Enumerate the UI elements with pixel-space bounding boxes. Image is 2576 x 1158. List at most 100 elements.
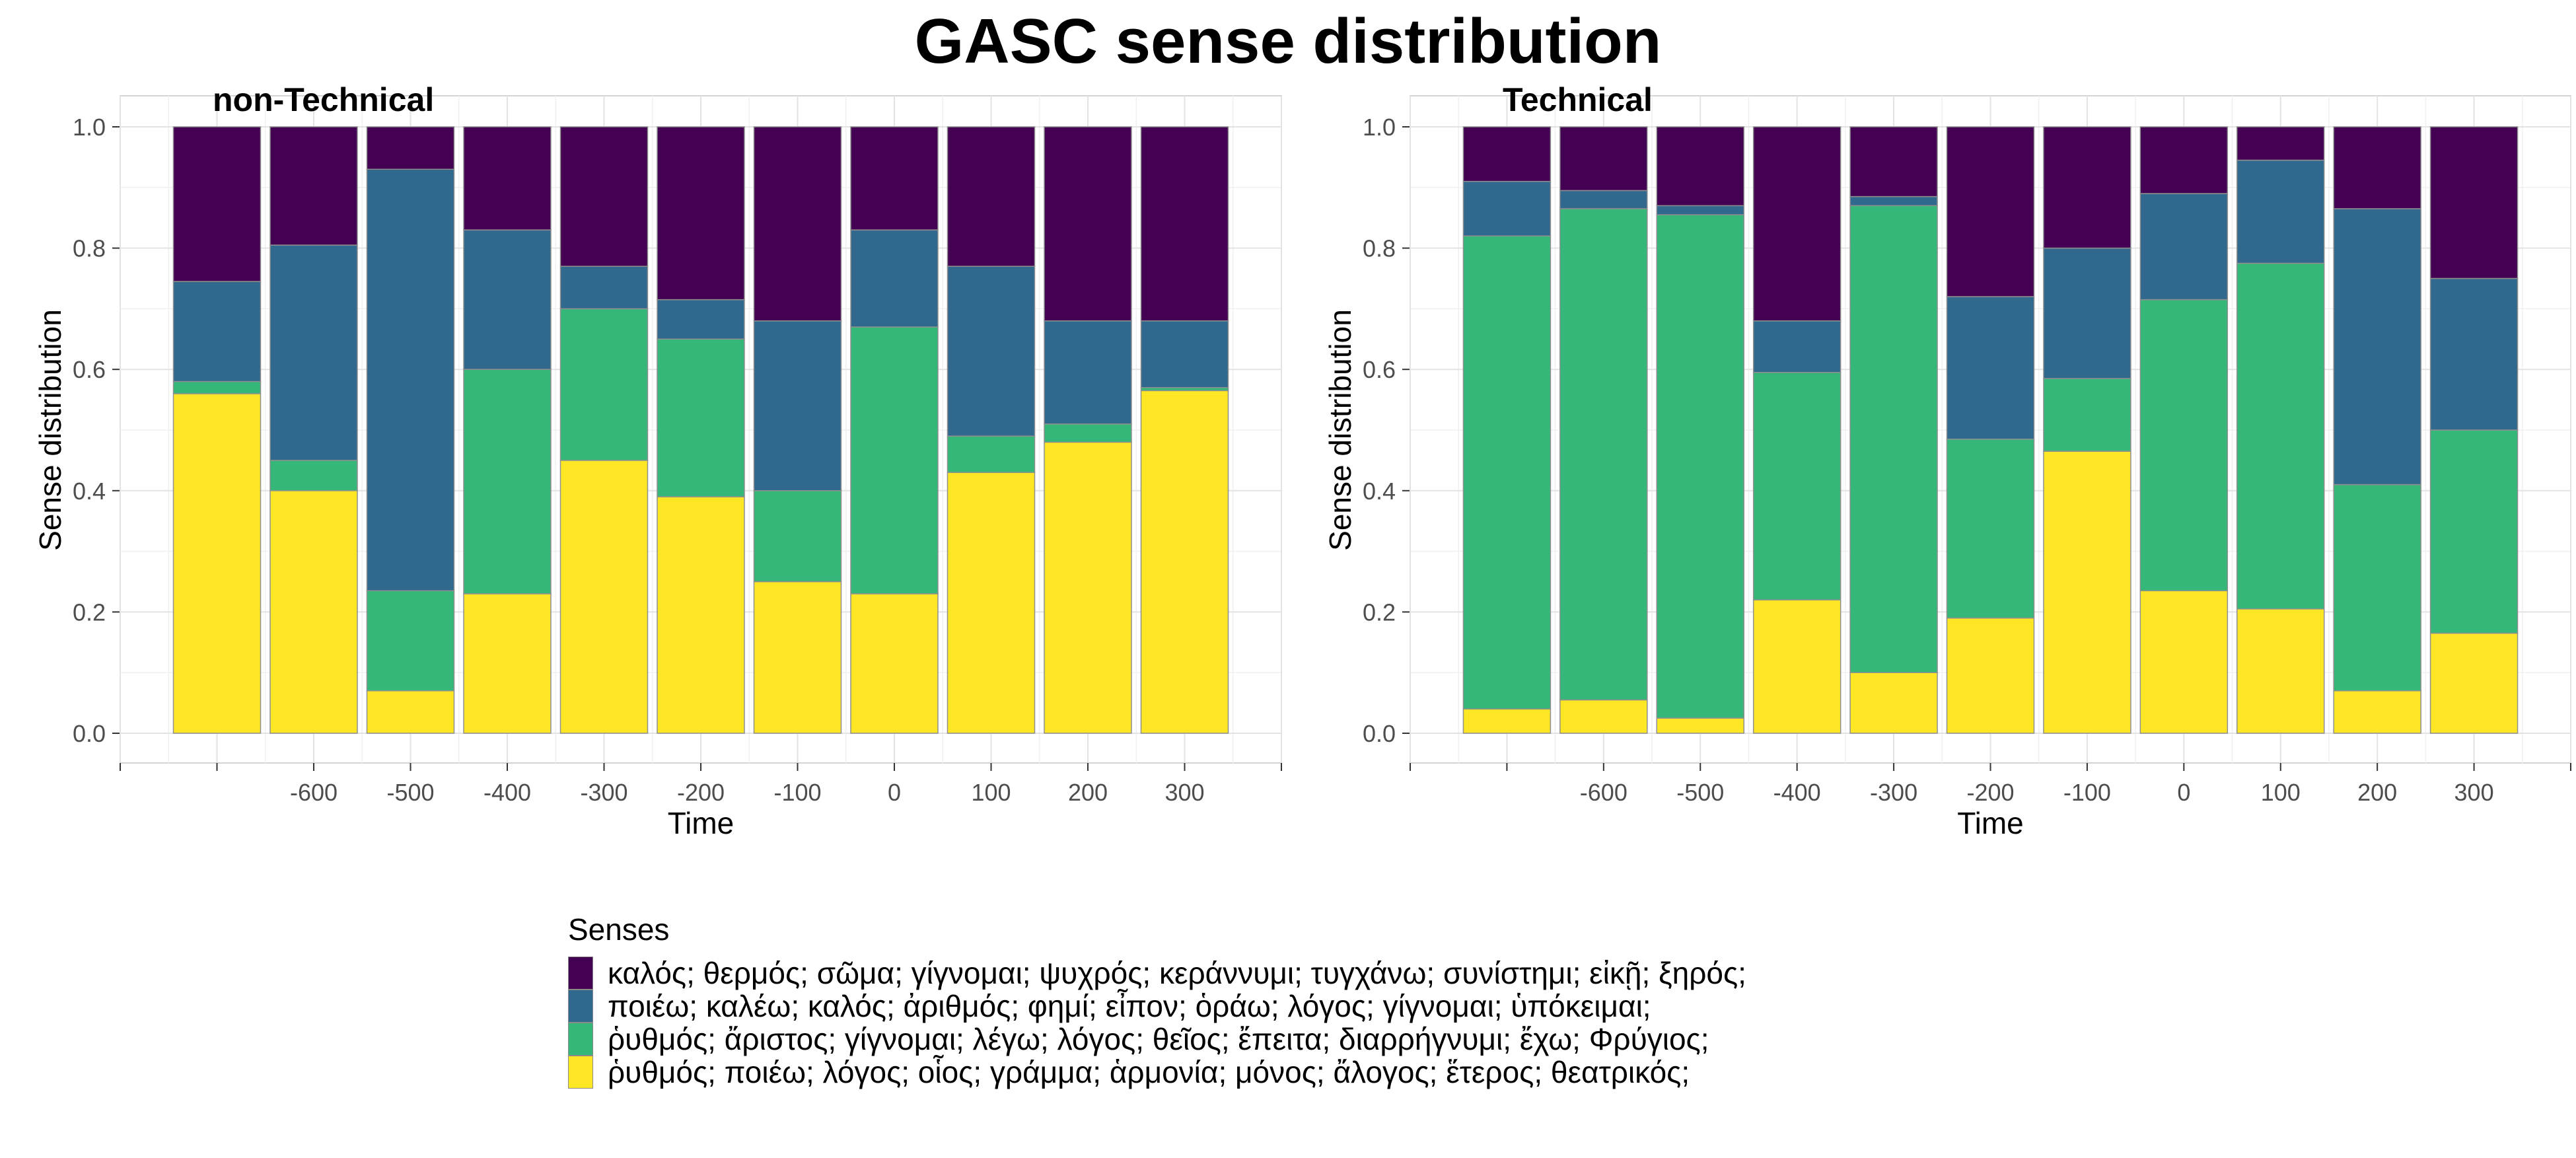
bar-segment (1462, 708, 1552, 734)
x-tick-label: -500 (386, 779, 434, 806)
legend-item: ποιέω; καλέω; καλός; ἀριθμός; φημί; εἶπο… (568, 989, 1746, 1023)
bar-segment (559, 126, 649, 267)
bar-segment (2429, 126, 2519, 279)
y-tick-label: 0.8 (73, 235, 106, 262)
bar-segment (2139, 126, 2229, 194)
bar-segment (1849, 205, 1938, 673)
bar-segment (2333, 484, 2421, 692)
x-tick-label: 300 (1164, 779, 1204, 806)
bar-segment (1752, 126, 1842, 322)
legend-swatch (568, 1056, 593, 1089)
bar-segment (269, 490, 358, 734)
bar-segment (1559, 190, 1648, 209)
y-tick-label: 0.2 (73, 598, 106, 626)
x-tick-label: -600 (1580, 779, 1628, 806)
bar-segment (2236, 126, 2325, 161)
bar-segment (850, 126, 939, 231)
y-tick-label: 1.0 (1363, 114, 1396, 141)
bar-segment (2429, 277, 2519, 431)
bar-segment (1849, 126, 1938, 198)
bar-segment (1656, 205, 1744, 215)
legend: Senses καλός; θερμός; σῶμα; γίγνομαι; ψυ… (568, 912, 1746, 1089)
y-tick-label: 0.4 (73, 478, 106, 505)
bar-segment (1044, 126, 1132, 322)
bar-segment (1462, 126, 1552, 182)
x-axis-title: Time (1957, 806, 2024, 840)
y-tick-label: 0.6 (73, 356, 106, 383)
bar-segment (2236, 608, 2325, 734)
legend-item: καλός; θερμός; σῶμα; γίγνομαι; ψυχρός; κ… (568, 956, 1746, 990)
bar-segment (1656, 717, 1744, 734)
x-tick-label: -300 (580, 779, 627, 806)
bar-segment (463, 593, 552, 734)
bar-segment (1559, 699, 1648, 734)
bar-segment (172, 281, 262, 382)
legend-item: ῥυθμός; ἄριστος; γίγνομαι; λέγω; λόγος; … (568, 1022, 1746, 1056)
bar-segment (2429, 429, 2519, 634)
bar-segment (463, 126, 552, 231)
bar-segment (269, 460, 358, 491)
bar-segment (947, 472, 1036, 734)
bar-segment (753, 320, 842, 491)
x-tick-label: 200 (1068, 779, 1108, 806)
bar-segment (2043, 451, 2131, 734)
bar-segment (657, 299, 745, 340)
bar-segment (1656, 214, 1744, 719)
bar-segment (1140, 126, 1229, 322)
bar-segment (1044, 320, 1132, 425)
bar-segment (463, 229, 552, 370)
bar-segment (1140, 320, 1229, 388)
bar-segment (2333, 690, 2421, 734)
bar-segment (172, 380, 262, 394)
bar-segment (850, 229, 939, 328)
x-tick-label: 0 (888, 779, 901, 806)
y-axis-title: Sense distribution (1323, 309, 1357, 551)
bar-segment (2236, 262, 2325, 610)
x-tick-label: -500 (1676, 779, 1724, 806)
x-tick-label: 200 (2357, 779, 2397, 806)
bar-segment (2236, 159, 2325, 264)
bar-segment (1849, 196, 1938, 207)
legend-swatch (568, 957, 593, 990)
panel-label: Technical (1503, 81, 1653, 118)
bar-segment (1946, 126, 2035, 297)
chart-title: GASC sense distribution (914, 6, 1662, 77)
bar-segment (1044, 441, 1132, 734)
bar-segment (2139, 590, 2229, 734)
y-tick-label: 0.0 (1363, 720, 1396, 747)
x-tick-label: -200 (1966, 779, 2014, 806)
bar-segment (366, 126, 455, 170)
bar-segment (2333, 208, 2421, 486)
bar-segment (2429, 632, 2519, 734)
x-tick-label: 100 (971, 779, 1011, 806)
x-tick-label: -100 (773, 779, 821, 806)
bar-segment (559, 460, 649, 734)
y-tick-label: 0.2 (1363, 598, 1396, 626)
bar-segment (753, 490, 842, 583)
bar-segment (269, 126, 358, 246)
legend-swatch (568, 1023, 593, 1056)
bar-segment (1140, 390, 1229, 734)
x-tick-label: 100 (2261, 779, 2301, 806)
legend-swatch (568, 990, 593, 1023)
x-tick-label: -200 (677, 779, 725, 806)
bar-segment (1462, 180, 1552, 236)
y-tick-label: 0.0 (73, 720, 106, 747)
bar-segment (2043, 126, 2131, 249)
bar-segment (1752, 320, 1842, 373)
legend-label: καλός; θερμός; σῶμα; γίγνομαι; ψυχρός; κ… (608, 956, 1746, 990)
bar-segment (2043, 378, 2131, 452)
bar-segment (1044, 423, 1132, 443)
y-tick-label: 1.0 (73, 114, 106, 141)
bar-segment (1752, 599, 1842, 734)
x-tick-label: -300 (1870, 779, 1917, 806)
bar-segment (753, 126, 842, 322)
bar-segment (366, 168, 455, 592)
bar-segment (1849, 672, 1938, 734)
bar-segment (850, 593, 939, 734)
bar-segment (366, 590, 455, 692)
bar-segment (559, 266, 649, 310)
bar-segment (172, 393, 262, 734)
x-tick-label: -400 (483, 779, 531, 806)
